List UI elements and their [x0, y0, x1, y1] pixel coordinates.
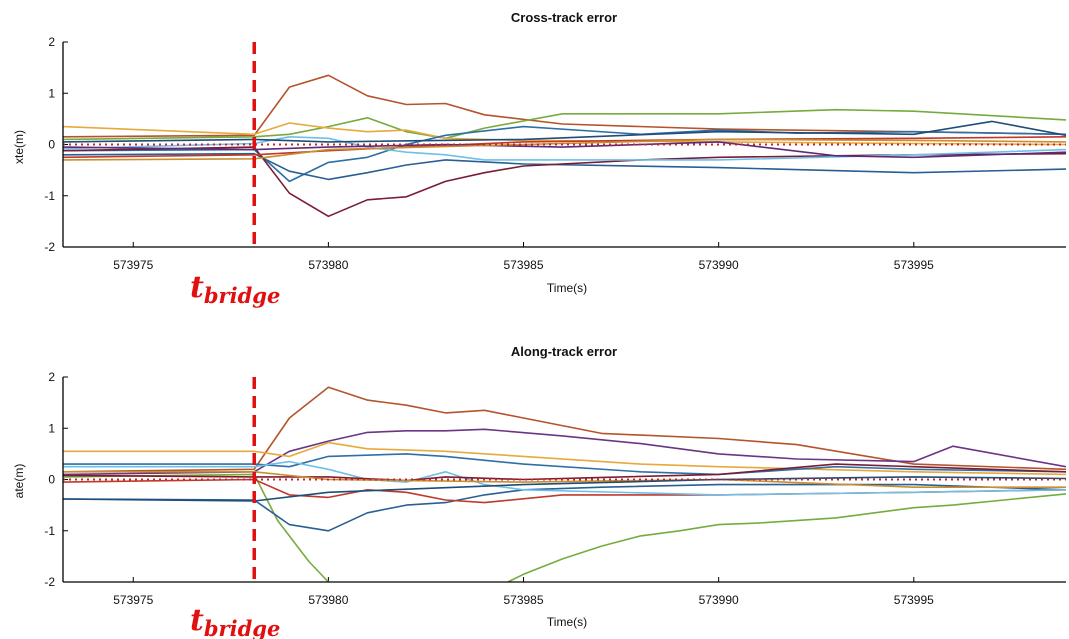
series-line-11 [63, 120, 1066, 143]
series-line-4 [63, 453, 1066, 476]
series-line-10 [63, 463, 1066, 482]
x-tick-label: 573980 [308, 258, 348, 272]
bridge-marker-label-main: t [190, 603, 204, 638]
y-tick-label: 0 [48, 473, 55, 487]
x-tick-label: 573990 [699, 593, 739, 607]
series-line-2 [63, 428, 1066, 476]
x-axis-label: Time(s) [547, 281, 587, 295]
axes-frame [62, 377, 1066, 583]
series-line-11 [63, 470, 1066, 489]
y-tick-label: -1 [44, 189, 55, 203]
series-lines [63, 74, 1066, 218]
series-line-6 [63, 146, 1066, 218]
x-tick-label: 573975 [113, 593, 153, 607]
bridge-marker-label: tbridge [190, 603, 280, 639]
y-tick-label: 0 [48, 138, 55, 152]
series-line-9 [63, 141, 1066, 159]
series-line-5 [63, 152, 1066, 181]
bridge-marker-label-main: t [190, 270, 204, 305]
series-line-1 [63, 386, 1066, 473]
x-axis-label: Time(s) [547, 615, 587, 629]
y-tick-label: 1 [48, 421, 55, 435]
y-tick-label: -1 [44, 524, 55, 538]
bridge-marker-label: tbridge [190, 270, 280, 308]
bridge-marker-label-sub: bridge [204, 283, 280, 308]
series-line-5 [63, 473, 329, 582]
x-tick-label: 573995 [894, 258, 934, 272]
x-tick-label: 573985 [503, 593, 543, 607]
series-line-9 [63, 460, 1066, 496]
series-line-1 [63, 74, 1066, 138]
series-line-3 [63, 122, 1066, 146]
bridge-marker-label-sub: bridge [204, 616, 280, 639]
series-line-6 [507, 493, 1066, 582]
y-tick-label: -2 [44, 575, 55, 589]
y-tick-label: 2 [48, 35, 55, 49]
x-tick-label: 573990 [699, 258, 739, 272]
along-track-error-panel: Along-track error ate(m) Time(s) -2 -1 0 1 2… [12, 344, 1066, 639]
y-tick-label: 1 [48, 86, 55, 100]
y-axis-label: ate(m) [12, 464, 26, 499]
x-tick-label: 573995 [894, 593, 934, 607]
x-ticks: 573975 573980 573985 573990 573995 [113, 242, 934, 272]
series-line-7 [63, 136, 1066, 161]
x-tick-label: 573975 [113, 258, 153, 272]
chart-title: Cross-track error [511, 10, 617, 25]
series-line-7 [63, 483, 1066, 532]
axes-frame [62, 42, 1066, 248]
x-ticks: 573975 573980 573985 573990 573995 [113, 577, 934, 607]
y-axis-label: xte(m) [12, 130, 26, 164]
cross-track-error-panel: Cross-track error xte(m) Time(s) -2 -1 0 1 2… [12, 10, 1066, 308]
series-lines [63, 386, 1066, 582]
y-tick-label: -2 [44, 240, 55, 254]
y-ticks: -2 -1 0 1 2 [44, 35, 68, 254]
x-tick-label: 573980 [308, 593, 348, 607]
chart-title: Along-track error [511, 344, 617, 359]
x-tick-label: 573985 [503, 258, 543, 272]
y-tick-label: 2 [48, 370, 55, 384]
